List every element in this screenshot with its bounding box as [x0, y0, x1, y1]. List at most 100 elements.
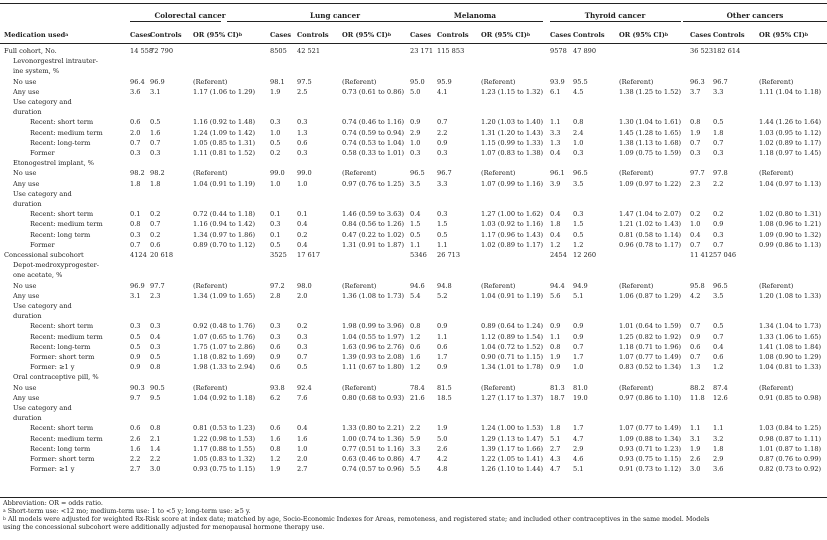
controls-value: 2.2: [150, 455, 161, 463]
cases-value: 96.5: [410, 169, 425, 178]
controls-value: 1.2: [713, 363, 724, 372]
controls-value: 1.9: [437, 424, 448, 433]
cases-value: 0.8: [410, 322, 421, 331]
controls-value: 4.1: [437, 87, 448, 96]
cases-value: 2.7: [550, 444, 561, 453]
cases-value: 1.9: [550, 353, 561, 361]
or-value: 1.07 (0.83 to 1.38): [481, 149, 544, 157]
cases-value: 1.3: [550, 138, 561, 147]
controls-value: 9.5: [150, 393, 161, 402]
or-value: 0.74 (0.46 to 1.16): [342, 118, 405, 127]
cases-value: 97.7: [690, 169, 705, 178]
controls-value: 0.5: [713, 118, 724, 127]
cases-value: 1.8: [550, 424, 561, 433]
cases-value: 0.5: [270, 138, 281, 147]
or-value: 0.83 (0.52 to 1.34): [619, 363, 682, 372]
controls-value: 4.5: [573, 87, 584, 96]
cases-value: 1.0: [690, 220, 701, 229]
controls-value: 0.3: [573, 210, 584, 219]
cases-value: 0.1: [130, 210, 141, 219]
or-value: (Referent): [759, 383, 794, 392]
or-value: 1.22 (0.98 to 1.53): [193, 434, 256, 443]
cases-value: 0.8: [690, 118, 701, 127]
controls-value: 0.7: [573, 342, 584, 351]
or-value: 1.47 (1.04 to 2.07): [619, 210, 682, 219]
cases-value: 98.2: [130, 169, 145, 178]
cases-value: 0.4: [690, 230, 701, 239]
or-value: 0.80 (0.68 to 0.93): [342, 393, 405, 402]
cases-value: 5.9: [410, 434, 421, 443]
or-value: 1.02 (0.89 to 1.17): [481, 240, 544, 249]
or-value: 1.08 (0.96 to 1.21): [759, 220, 822, 229]
or-value: 1.07 (0.65 to 1.76): [193, 332, 256, 341]
group-rule-melanoma: [405, 21, 543, 22]
controls-value: 1.6: [150, 128, 161, 137]
row-label: Recent: short term: [30, 322, 94, 331]
controls-value: 0.2: [713, 210, 724, 219]
cases-value: 0.7: [690, 322, 701, 331]
controls-value: 0.7: [150, 220, 161, 229]
or-value: 1.44 (1.26 to 1.64): [759, 118, 822, 127]
footnote-c: using the concessional subcohort were ad…: [3, 523, 325, 531]
row-label: Any use: [13, 291, 40, 300]
controls-value: 0.7: [713, 332, 724, 341]
row-label: Full cohort, No.: [4, 47, 57, 55]
controls-value: 95.5: [573, 77, 588, 86]
cases-value: 0.1: [270, 210, 281, 219]
row-label: Recent: short term: [30, 118, 94, 127]
or-value: 1.01 (0.64 to 1.59): [619, 322, 682, 331]
row-label: Use category and: [13, 98, 72, 106]
row-label: Recent: long-term: [30, 138, 91, 147]
cases-value: 0.9: [410, 118, 421, 127]
cases-value: 0.3: [270, 322, 281, 331]
controls-value: 0.7: [297, 353, 308, 361]
controls-value: 0.4: [713, 342, 724, 351]
or-value: 1.11 (0.67 to 1.80): [342, 363, 405, 372]
cases-value: 4124: [130, 251, 147, 259]
or-value: 1.27 (1.00 to 1.62): [481, 210, 544, 219]
cases-value: 1.6: [410, 353, 421, 361]
controls-value: 1.5: [437, 220, 448, 229]
cases-value: 0.9: [550, 363, 561, 372]
group-header-lung: Lung cancer: [309, 11, 361, 20]
controls-value: 0.9: [437, 363, 448, 372]
controls-value: 0.3: [297, 149, 308, 157]
or-value: 1.21 (1.02 to 1.43): [619, 220, 682, 229]
or-value: 1.04 (0.81 to 1.33): [759, 363, 822, 372]
controls-value: 1.1: [437, 332, 448, 341]
controls-value: 0.8: [150, 363, 161, 372]
or-value: 0.90 (0.71 to 1.15): [481, 353, 544, 361]
cases-value: 99.0: [270, 169, 285, 178]
row-label: Recent: medium term: [30, 332, 103, 341]
cases-header: Cases: [550, 31, 572, 39]
controls-value: 115 853: [437, 47, 465, 55]
cases-value: 14 558: [130, 47, 154, 55]
controls-value: 1.0: [297, 179, 308, 188]
cases-value: 4.3: [550, 455, 561, 463]
cases-value: 81.3: [550, 383, 565, 392]
row-label: No use: [13, 383, 37, 392]
or-header: OR (95% CI)b: [481, 31, 530, 39]
cases-value: 0.8: [270, 444, 281, 453]
controls-value: 0.7: [713, 138, 724, 147]
or-value: 1.25 (0.82 to 1.92): [619, 332, 682, 341]
or-value: 1.15 (0.99 to 1.33): [481, 138, 544, 147]
row-label: duration: [13, 108, 42, 117]
controls-value: 47 890: [573, 47, 597, 55]
cases-value: 1.0: [270, 128, 281, 137]
controls-value: 0.5: [297, 363, 308, 372]
controls-value: 0.5: [150, 353, 161, 361]
group-header-thyroid: Thyroid cancer: [584, 11, 646, 20]
or-value: 1.11 (0.81 to 1.52): [193, 149, 256, 157]
controls-value: 0.3: [297, 118, 308, 127]
or-value: 1.08 (0.90 to 1.29): [759, 353, 822, 361]
controls-value: 96.5: [573, 169, 588, 178]
controls-value: 98.2: [150, 169, 165, 178]
group-header-melanoma: Melanoma: [453, 11, 497, 20]
cases-value: 2.0: [130, 128, 141, 137]
or-value: 0.89 (0.70 to 1.12): [193, 240, 256, 249]
cases-value: 1.9: [270, 465, 281, 474]
or-value: 1.04 (0.91 to 1.19): [193, 179, 256, 188]
controls-value: 0.3: [150, 322, 161, 331]
or-value: 1.39 (0.93 to 2.08): [342, 353, 405, 361]
